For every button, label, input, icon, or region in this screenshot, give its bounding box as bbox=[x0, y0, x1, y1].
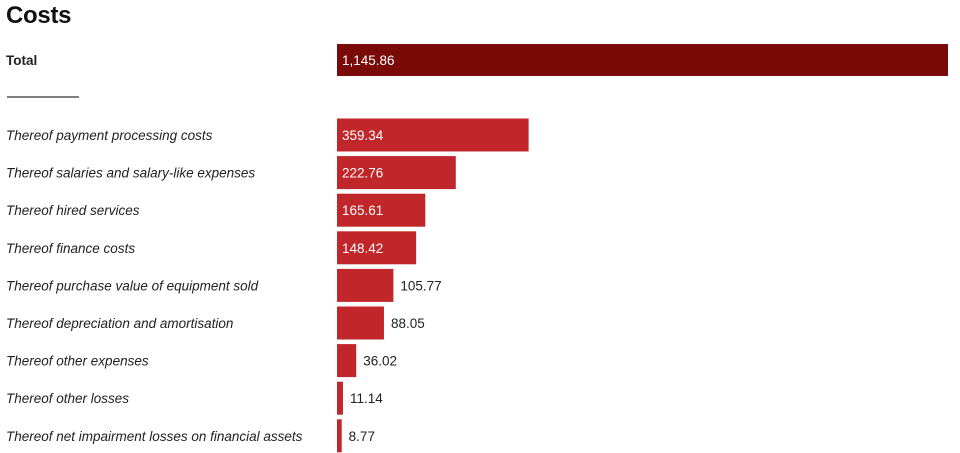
chart-title: Costs bbox=[6, 2, 72, 29]
bar bbox=[337, 419, 342, 453]
bar bbox=[337, 231, 417, 265]
data-label: 359.34 bbox=[342, 128, 384, 143]
data-label: 222.76 bbox=[342, 166, 383, 181]
bar bbox=[337, 306, 384, 340]
data-label: 105.77 bbox=[400, 278, 441, 293]
data-label: 148.42 bbox=[342, 241, 383, 256]
bar bbox=[337, 156, 456, 190]
total-bar bbox=[337, 44, 948, 76]
bar bbox=[337, 118, 529, 152]
category-label: Thereof finance costs bbox=[6, 241, 135, 256]
total-value-label: 1,145.86 bbox=[342, 53, 395, 68]
category-label: Thereof net impairment losses on financi… bbox=[6, 429, 303, 444]
data-label: 8.77 bbox=[349, 429, 375, 444]
data-label: 165.61 bbox=[342, 203, 383, 218]
category-label: Thereof purchase value of equipment sold bbox=[6, 278, 259, 293]
category-label: Thereof other expenses bbox=[6, 354, 149, 369]
bar bbox=[337, 381, 343, 415]
data-label: 11.14 bbox=[350, 391, 383, 406]
bar bbox=[337, 193, 426, 227]
category-label: Thereof payment processing costs bbox=[6, 128, 213, 143]
component-bars: Thereof payment processing costs 359.34 Th… bbox=[6, 118, 529, 453]
total-row: Total 1,145.86 bbox=[6, 44, 948, 76]
category-label: Thereof other losses bbox=[6, 391, 129, 406]
category-label: Thereof salaries and salary-like expense… bbox=[6, 166, 255, 181]
data-label: 36.02 bbox=[363, 354, 397, 369]
bar bbox=[337, 268, 394, 302]
category-label: Thereof hired services bbox=[6, 203, 140, 218]
category-label: Thereof depreciation and amortisation bbox=[6, 316, 233, 331]
bar bbox=[337, 344, 357, 378]
total-label: Total bbox=[6, 53, 37, 68]
data-label: 88.05 bbox=[391, 316, 425, 331]
